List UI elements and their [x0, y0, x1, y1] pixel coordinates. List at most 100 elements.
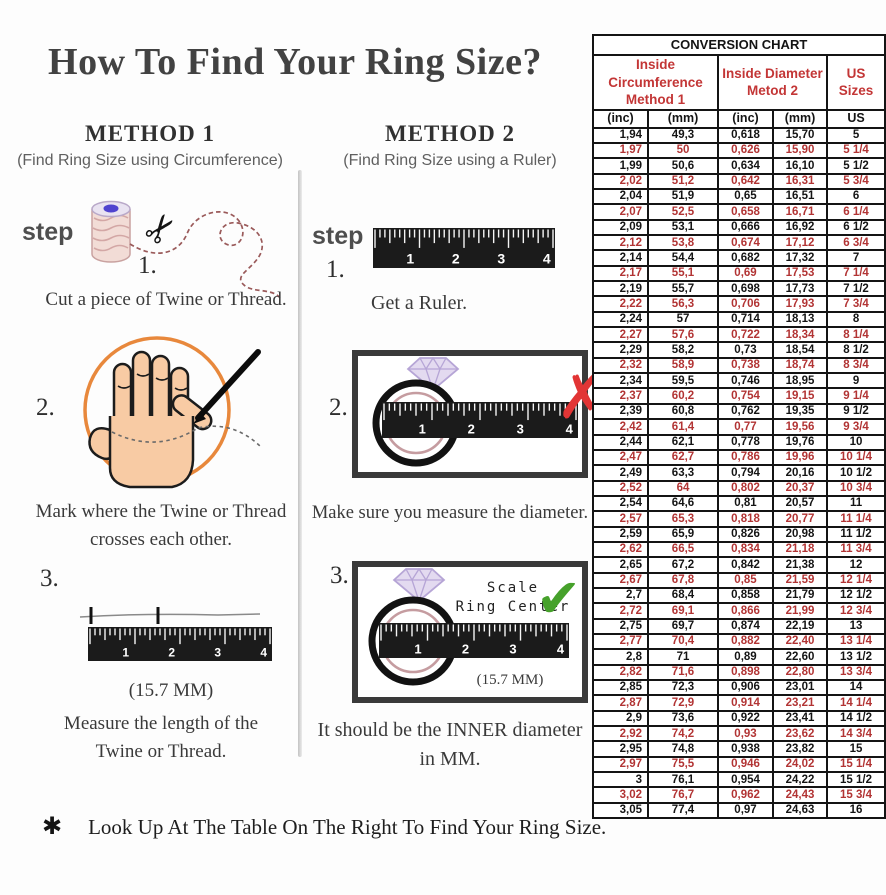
table-cell: 2,44 — [592, 433, 649, 451]
table-cell: 14 1/2 — [825, 709, 886, 728]
ruler-number: 1 — [406, 251, 414, 267]
table-cell: 71 — [647, 648, 719, 666]
table-cell: 16,51 — [772, 187, 828, 206]
table-cell: 2,52 — [592, 479, 649, 497]
table-cell: 11 — [825, 494, 886, 513]
ruler-number: 3 — [214, 646, 221, 660]
ring-ruler-correct-illustration: 1 2 3 4 Scale Ring Center (15.7 MM) — [368, 567, 569, 688]
table-cell: 13 — [825, 617, 886, 636]
table-cell: 3,02 — [592, 786, 649, 804]
table-cell: 24,02 — [772, 755, 828, 774]
table-cell: 2,82 — [592, 663, 649, 682]
table-cell: 7 3/4 — [825, 295, 886, 313]
table-cell: 1,99 — [592, 157, 649, 175]
table-row: 2,62 66,5 0,834 21,18 11 3/4 — [592, 540, 886, 559]
table-cell: 9 1/2 — [825, 402, 886, 421]
table-row: 2,49 63,3 0,794 20,16 10 1/2 — [592, 464, 886, 482]
group-header-line: Inside Diameter — [722, 65, 823, 81]
table-cell: 7 1/4 — [825, 264, 886, 283]
table-cell: 6 1/2 — [825, 218, 886, 237]
table-body: 1,94 49,3 0,618 15,70 5 1,97 50 0,626 15,90 5 1/4… — [592, 126, 886, 820]
page-title: How To Find Your Ring Size? — [48, 41, 542, 83]
table-cell: 75,5 — [647, 755, 719, 774]
thread-line — [79, 613, 261, 618]
table-cell: 0,81 — [717, 494, 774, 513]
table-cell: 23,21 — [772, 694, 828, 712]
table-cell: 0,69 — [717, 264, 774, 283]
method1-step1-number: 1. — [138, 252, 157, 279]
ruler-number: 4 — [566, 422, 574, 437]
table-cell: 0,77 — [717, 418, 774, 436]
ruler-number: 2 — [452, 251, 460, 267]
table-cell: 53,1 — [647, 218, 719, 237]
table-cell: 0,946 — [717, 755, 774, 774]
column-header: (mm) — [772, 108, 828, 129]
table-cell: 6 3/4 — [825, 234, 886, 252]
method2-step3-text: It should be the INNER diameter in MM. — [300, 716, 600, 774]
table-cell: 56,3 — [647, 295, 719, 313]
table-cell: 65,3 — [647, 510, 719, 528]
table-cell: 3,05 — [592, 801, 649, 820]
hand-shape — [88, 350, 213, 461]
table-row: 2,12 53,8 0,674 17,12 6 3/4 — [592, 234, 886, 252]
footnote-text: Look Up At The Table On The Right To Fin… — [88, 815, 607, 839]
footnote: ✱ Look Up At The Table On The Right To F… — [42, 812, 606, 840]
table-cell: 5 — [825, 126, 886, 145]
method1-heading: METHOD 1 — [84, 121, 216, 146]
table-cell: 23,01 — [772, 678, 828, 697]
table-cell: 8 1/2 — [825, 341, 886, 359]
table-cell: 60,8 — [647, 402, 719, 421]
method2-step1-number: 1. — [326, 256, 345, 283]
table-cell: 50 — [647, 141, 719, 160]
table-cell: 0,754 — [717, 387, 774, 405]
table-cell: 11 3/4 — [825, 540, 886, 559]
table-cell: 18,95 — [772, 372, 828, 390]
table-cell: 2,62 — [592, 540, 649, 559]
table-cell: 0,666 — [717, 218, 774, 237]
table-cell: 2,47 — [592, 448, 649, 467]
method2-step3-number: 3. — [330, 562, 349, 589]
table-cell: 57,6 — [647, 326, 719, 344]
table-cell: 2,42 — [592, 418, 649, 436]
table-row: 2,59 65,9 0,826 20,98 11 1/2 — [592, 525, 886, 543]
table-cell: 2,02 — [592, 172, 649, 191]
table-cell: 2,57 — [592, 510, 649, 528]
pen-icon — [195, 349, 261, 421]
table-cell: 0,626 — [717, 141, 774, 160]
table-cell: 52,5 — [647, 203, 719, 221]
table-row: 3,02 76,7 0,962 24,43 15 3/4 — [592, 786, 886, 804]
table-cell: 0,762 — [717, 402, 774, 421]
table-cell: 2,9 — [592, 709, 649, 728]
table-row: 2,85 72,3 0,906 23,01 14 — [592, 678, 886, 697]
table-cell: 0,882 — [717, 632, 774, 651]
table-row: 3 76,1 0,954 24,22 15 1/2 — [592, 771, 886, 789]
table-cell: 5 1/2 — [825, 157, 886, 175]
table-cell: 2,85 — [592, 678, 649, 697]
table-cell: 19,76 — [772, 433, 828, 451]
table-cell: 2,59 — [592, 525, 649, 543]
table-cell: 10 — [825, 433, 886, 451]
table-cell: 0,938 — [717, 740, 774, 758]
table-cell: 2,97 — [592, 755, 649, 774]
table-cell: 0,722 — [717, 326, 774, 344]
table-cell: 58,9 — [647, 356, 719, 375]
table-cell: 23,62 — [772, 725, 828, 743]
table-cell: 15 3/4 — [825, 786, 886, 804]
table-group-header-row: Inside Circumference Method 1 Inside Dia… — [592, 54, 886, 111]
group-header-line: US Sizes — [838, 65, 874, 99]
measure-diameter-box: 1 2 3 4 — [352, 350, 588, 478]
table-cell: 0,698 — [717, 280, 774, 298]
text-line: in MM. — [419, 748, 481, 770]
method2-step-label: step — [312, 222, 364, 250]
table-cell: 20,77 — [772, 510, 828, 528]
table-cell: 21,79 — [772, 586, 828, 605]
table-cell: 5 3/4 — [825, 172, 886, 191]
table-row: 2,9 73,6 0,922 23,41 14 1/2 — [592, 709, 886, 728]
table-cell: 16 — [825, 801, 886, 820]
table-cell: 15,90 — [772, 141, 828, 160]
table-cell: 0,874 — [717, 617, 774, 636]
table-cell: 72,3 — [647, 678, 719, 697]
table-cell: 21,99 — [772, 602, 828, 620]
table-cell: 0,906 — [717, 678, 774, 697]
table-row: 2,42 61,4 0,77 19,56 9 3/4 — [592, 418, 886, 436]
